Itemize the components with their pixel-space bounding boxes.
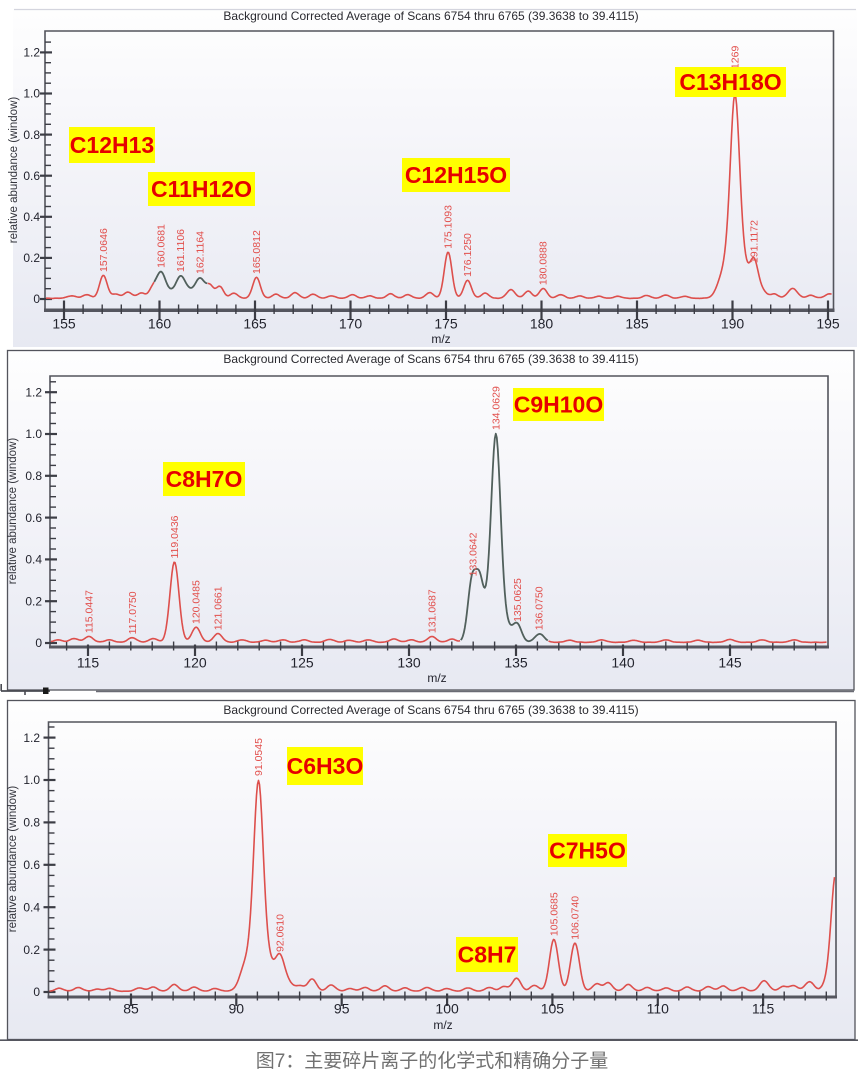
svg-text:0: 0 [33, 292, 40, 306]
svg-text:0.8: 0.8 [23, 816, 40, 830]
svg-text:90: 90 [229, 1001, 245, 1017]
svg-text:145: 145 [718, 655, 742, 671]
svg-text:175: 175 [434, 316, 458, 332]
svg-text:105: 105 [541, 1001, 565, 1017]
svg-text:134.0629: 134.0629 [490, 386, 502, 430]
svg-text:120: 120 [183, 655, 207, 671]
svg-text:C8H7: C8H7 [458, 942, 517, 968]
svg-text:136.0750: 136.0750 [533, 586, 545, 630]
svg-text:117.0750: 117.0750 [127, 591, 139, 634]
svg-text:m/z: m/z [433, 1018, 452, 1032]
svg-text:195: 195 [816, 316, 840, 332]
svg-text:121.0661: 121.0661 [212, 586, 224, 630]
svg-text:Background Corrected Average o: Background Corrected Average of Scans 67… [223, 703, 638, 717]
svg-text:m/z: m/z [431, 332, 450, 346]
svg-text:125: 125 [290, 655, 314, 671]
svg-text:160.0681: 160.0681 [155, 224, 167, 268]
svg-text:130: 130 [397, 655, 421, 671]
svg-text:C6H3O: C6H3O [287, 753, 364, 779]
svg-text:1.2: 1.2 [23, 731, 40, 745]
svg-text:C11H12O: C11H12O [151, 176, 252, 202]
svg-text:100: 100 [435, 1001, 459, 1017]
svg-text:C8H7O: C8H7O [166, 466, 243, 492]
svg-text:0.6: 0.6 [25, 511, 42, 525]
svg-text:C7H5O: C7H5O [549, 838, 626, 864]
svg-text:1.0: 1.0 [23, 773, 40, 787]
svg-text:110: 110 [647, 1001, 670, 1017]
svg-text:0.8: 0.8 [23, 128, 40, 142]
svg-text:131.0687: 131.0687 [426, 589, 438, 633]
svg-text:165.0812: 165.0812 [251, 230, 263, 274]
svg-text:0.6: 0.6 [23, 858, 40, 872]
svg-text:162.1164: 162.1164 [195, 231, 207, 274]
svg-text:133.0642: 133.0642 [468, 532, 480, 576]
svg-text:91.0545: 91.0545 [253, 738, 265, 776]
svg-text:1.0: 1.0 [25, 427, 42, 441]
svg-text:C13H18O: C13H18O [679, 69, 781, 95]
svg-text:119.0436: 119.0436 [169, 515, 181, 558]
svg-text:180.0888: 180.0888 [538, 241, 550, 285]
svg-text:0.4: 0.4 [23, 210, 40, 224]
svg-text:135: 135 [504, 655, 528, 671]
svg-text:C12H13: C12H13 [70, 132, 154, 158]
svg-text:106.0740: 106.0740 [569, 896, 581, 940]
svg-text:relative abundance (window): relative abundance (window) [7, 438, 19, 585]
svg-text:155: 155 [52, 316, 76, 332]
svg-text:92.0610: 92.0610 [274, 914, 286, 952]
svg-text:140: 140 [611, 655, 635, 671]
svg-text:170: 170 [339, 316, 363, 332]
svg-text:185: 185 [625, 316, 649, 332]
svg-text:191.1172: 191.1172 [748, 220, 760, 263]
svg-text:relative abundance (window): relative abundance (window) [8, 97, 20, 244]
svg-text:160: 160 [148, 316, 172, 332]
svg-text:180: 180 [530, 316, 554, 332]
svg-text:relative abundance (window): relative abundance (window) [7, 786, 19, 933]
svg-text:190: 190 [721, 316, 745, 332]
svg-text:95: 95 [334, 1001, 350, 1017]
svg-text:157.0646: 157.0646 [98, 228, 110, 272]
svg-text:1.0: 1.0 [23, 87, 40, 101]
svg-text:C12H15O: C12H15O [405, 162, 507, 188]
svg-text:120.0485: 120.0485 [191, 580, 203, 624]
svg-text:m/z: m/z [427, 671, 446, 685]
svg-text:1.2: 1.2 [23, 46, 40, 60]
svg-text:C9H10O: C9H10O [514, 392, 603, 418]
svg-text:165: 165 [243, 316, 267, 332]
svg-text:Background Corrected Average o: Background Corrected Average of Scans 67… [223, 352, 638, 366]
svg-text:0.2: 0.2 [25, 594, 42, 608]
svg-text:176.1250: 176.1250 [462, 233, 474, 277]
svg-text:0.2: 0.2 [23, 251, 40, 265]
svg-text:115: 115 [752, 1001, 775, 1017]
svg-text:115: 115 [77, 655, 100, 671]
svg-text:0.6: 0.6 [23, 169, 40, 183]
svg-text:105.0685: 105.0685 [548, 892, 560, 936]
svg-text:1.2: 1.2 [25, 385, 42, 399]
svg-text:135.0625: 135.0625 [512, 578, 524, 622]
svg-text:85: 85 [123, 1001, 139, 1017]
svg-text:0.4: 0.4 [25, 553, 42, 567]
svg-text:115.0447: 115.0447 [83, 590, 95, 633]
svg-text:0: 0 [35, 636, 42, 650]
svg-text:0: 0 [33, 985, 40, 999]
svg-text:0.4: 0.4 [23, 900, 40, 914]
svg-text:Background Corrected Average o: Background Corrected Average of Scans 67… [223, 9, 638, 23]
svg-text:0.8: 0.8 [25, 469, 42, 483]
svg-text:161.1106: 161.1106 [175, 229, 187, 272]
svg-text:0.2: 0.2 [23, 943, 40, 957]
svg-text:175.1093: 175.1093 [443, 205, 455, 249]
